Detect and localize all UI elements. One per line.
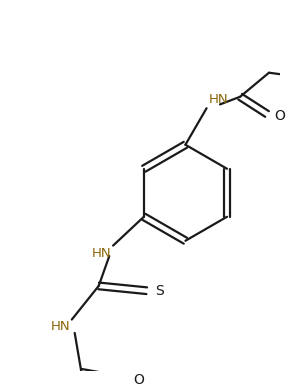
Text: O: O	[275, 109, 286, 123]
Text: O: O	[133, 373, 144, 386]
Text: S: S	[155, 284, 164, 298]
Text: HN: HN	[92, 247, 111, 259]
Text: HN: HN	[50, 320, 70, 334]
Text: HN: HN	[208, 93, 228, 106]
